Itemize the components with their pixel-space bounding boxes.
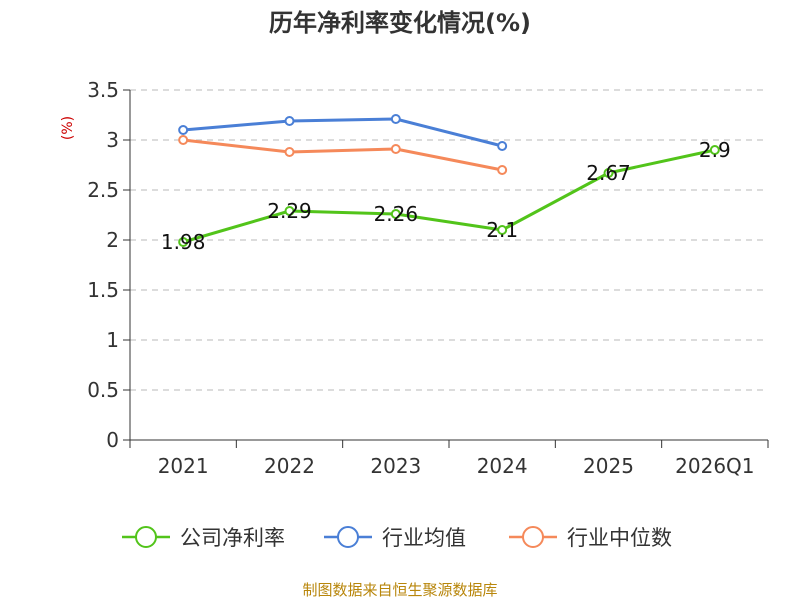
data-labels: 1.98 2.29 2.26 2.1 2.67 2.9 (161, 138, 731, 254)
legend-item: 行业均值 (324, 526, 466, 550)
x-tick-label: 2021 (158, 454, 209, 478)
source-note: 制图数据来自恒生聚源数据库 (302, 581, 497, 599)
data-label: 2.67 (586, 161, 631, 185)
data-point (178, 125, 189, 135)
y-axis: 0 0.5 1 1.5 2 2.5 3 3.5 (87, 78, 131, 452)
legend-item: 公司净利率 (122, 526, 285, 550)
data-point (178, 237, 189, 247)
data-point (497, 141, 508, 151)
series-0 (178, 145, 720, 247)
series-line (182, 148, 716, 244)
data-point (390, 144, 401, 154)
series-line (182, 138, 503, 172)
data-point (497, 225, 508, 235)
chart-title: 历年净利率变化情况(%) (269, 9, 531, 37)
x-tick-label: 2022 (264, 454, 315, 478)
data-point (178, 135, 189, 145)
series-1 (178, 114, 508, 151)
data-point (284, 206, 295, 216)
y-tick-label: 3.5 (87, 78, 119, 102)
x-tick-label: 2024 (477, 454, 528, 478)
gridlines (130, 89, 768, 391)
x-tick-label: 2026Q1 (675, 454, 754, 478)
y-tick-label: 2 (106, 228, 119, 252)
data-point (284, 147, 295, 157)
legend-label: 公司净利率 (180, 526, 285, 550)
series-line (183, 117, 503, 148)
legend-marker (337, 526, 359, 548)
series-2 (178, 135, 508, 175)
data-label: 2.26 (374, 202, 419, 226)
legend-marker (135, 526, 157, 548)
y-tick-label: 2.5 (87, 178, 119, 202)
legend-marker (522, 526, 544, 548)
y-tick-label: 1.5 (87, 278, 119, 302)
y-tick-label: 0 (106, 428, 119, 452)
y-tick-label: 3 (106, 128, 119, 152)
series-layer (178, 114, 720, 247)
data-point (497, 165, 508, 175)
legend: 公司净利率 行业均值 行业中位数 (122, 526, 672, 550)
data-label: 1.98 (161, 230, 206, 254)
data-label: 2.9 (699, 138, 731, 162)
data-point (390, 209, 401, 219)
y-tick-label: 0.5 (87, 378, 119, 402)
data-label: 2.1 (486, 218, 518, 242)
x-tick-label: 2025 (583, 454, 634, 478)
legend-item: 行业中位数 (509, 526, 672, 550)
x-axis: 2021 2022 2023 2024 2025 2026Q1 (129, 439, 769, 478)
data-point (284, 116, 295, 126)
y-axis-unit-label: (%) (60, 116, 76, 140)
data-point (603, 168, 614, 178)
y-tick-label: 1 (106, 328, 119, 352)
data-label: 2.29 (267, 199, 312, 223)
x-tick-label: 2023 (370, 454, 421, 478)
legend-label: 行业中位数 (567, 526, 672, 550)
legend-label: 行业均值 (382, 526, 466, 550)
data-point (709, 145, 720, 155)
data-point (390, 114, 401, 124)
